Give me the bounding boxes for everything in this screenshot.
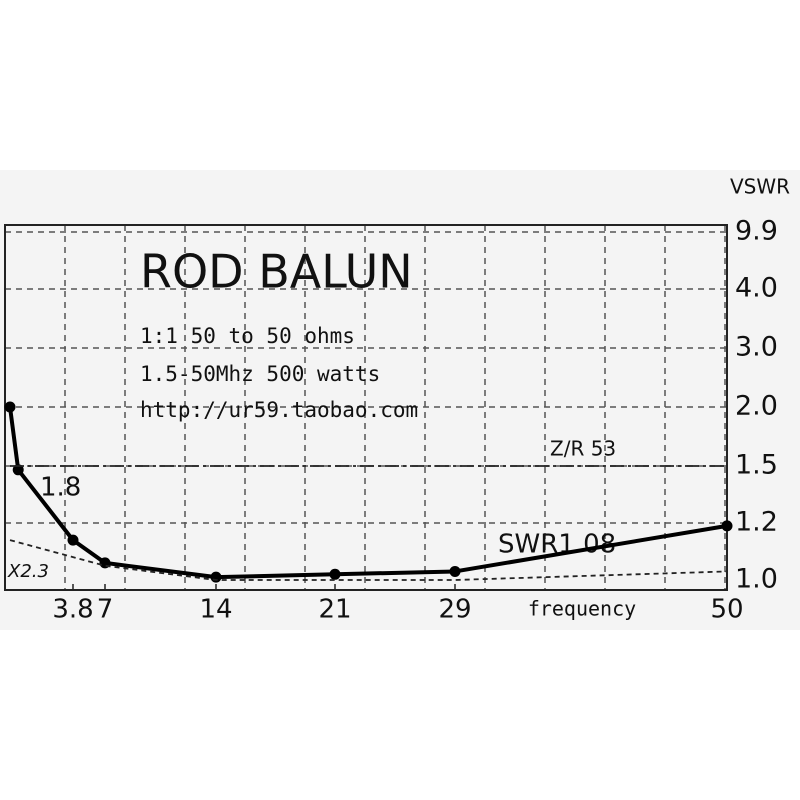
annotation: Z/R 53 xyxy=(550,437,616,461)
chart-title: ROD BALUN xyxy=(140,245,413,299)
data-point xyxy=(4,401,16,413)
x-tick-label: 14 xyxy=(199,595,232,625)
x-tick-label: 50 xyxy=(710,595,743,625)
series-line xyxy=(8,406,728,580)
annotation: 1.8 xyxy=(40,473,81,503)
grid xyxy=(5,225,728,590)
annotation: X2.3 xyxy=(7,561,49,582)
y-tick-label: 3.0 xyxy=(735,332,778,363)
data-point xyxy=(721,520,733,532)
subtitle: 1:1 50 to 50 ohms xyxy=(140,324,355,348)
y-tick-label: 2.0 xyxy=(735,391,778,422)
y-tick-label: 1.5 xyxy=(735,450,778,481)
data-point xyxy=(449,565,461,577)
x-tick-label: 29 xyxy=(438,595,471,625)
y-tick-label: 1.2 xyxy=(735,507,778,538)
data-point xyxy=(210,571,222,583)
y-tick-label: 9.9 xyxy=(735,216,778,247)
data-point xyxy=(12,464,24,476)
y-axis-label: VSWR xyxy=(730,175,790,199)
y-tick-label: 1.0 xyxy=(735,564,778,595)
screen xyxy=(0,170,800,630)
data-point xyxy=(329,568,341,580)
x-tick-label: 7 xyxy=(97,595,114,625)
x-axis-label: frequency xyxy=(528,597,636,621)
x-tick-label: 21 xyxy=(318,595,351,625)
plot xyxy=(4,401,733,583)
series-line xyxy=(9,539,728,581)
subtitle: http://ur59.taobao.com xyxy=(140,398,418,422)
x-tick-label: 3.8 xyxy=(52,595,93,625)
y-tick-label: 4.0 xyxy=(735,273,778,304)
data-point xyxy=(67,534,79,546)
subtitle: 1.5-50Mhz 500 watts xyxy=(140,362,380,386)
